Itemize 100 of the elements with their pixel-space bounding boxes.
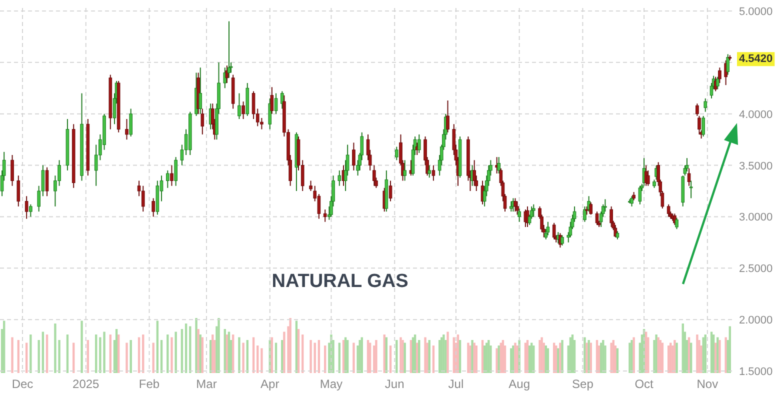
bar [86, 340, 90, 373]
bar [17, 340, 20, 373]
candlestick [638, 185, 642, 205]
candlestick [432, 164, 436, 182]
bar [704, 334, 706, 373]
bar [712, 334, 715, 373]
bar [66, 334, 69, 373]
bar [25, 342, 28, 373]
bar [130, 340, 132, 373]
candlestick [610, 206, 613, 228]
bar [473, 342, 476, 373]
bar [270, 337, 274, 373]
candlestick [417, 134, 421, 154]
x-tick-label: May [320, 377, 343, 391]
bar [396, 340, 398, 373]
bar [458, 340, 462, 373]
bar [402, 340, 404, 373]
bar [404, 342, 406, 373]
candlestick [702, 115, 705, 137]
annotation: NATURAL GAS [272, 271, 408, 292]
bar [571, 334, 574, 373]
candlestick [338, 170, 342, 186]
x-tick-label: Aug [508, 377, 530, 391]
candlestick [242, 101, 245, 120]
candlestick [509, 200, 513, 212]
candlestick [666, 204, 670, 218]
candlestick [604, 198, 607, 212]
bar [297, 329, 300, 373]
candlestick [388, 180, 392, 202]
bar [496, 348, 498, 373]
bar [46, 334, 48, 373]
bar [718, 340, 721, 373]
bar [260, 348, 263, 373]
x-tick-label: Mar [196, 377, 217, 391]
candlestick [260, 117, 264, 130]
bar [11, 337, 14, 373]
bar [724, 337, 727, 373]
bar [180, 329, 184, 373]
candlestick [152, 198, 155, 218]
bar [318, 340, 320, 373]
candlestick [238, 92, 241, 120]
bar [2, 320, 6, 373]
bar [481, 340, 484, 373]
bar [256, 346, 259, 373]
bar [502, 340, 504, 373]
bar [588, 340, 590, 373]
candlestick [687, 168, 691, 186]
bar [375, 340, 378, 373]
candlestick [696, 103, 699, 116]
candlestick [166, 170, 170, 188]
candlestick [560, 234, 564, 246]
bar [360, 337, 363, 373]
candlestick [141, 185, 145, 212]
bar [346, 340, 349, 373]
candlestick [446, 100, 450, 133]
bar [442, 334, 445, 373]
candlestick [372, 164, 376, 186]
bar [238, 337, 240, 373]
candlestick [675, 217, 678, 230]
bar [682, 324, 684, 373]
bar [467, 342, 470, 373]
bar [366, 340, 370, 373]
bar [655, 334, 658, 373]
bar [471, 340, 474, 373]
candlestick [552, 222, 556, 240]
y-tick-label: 3.5000 [739, 160, 773, 172]
bar [446, 332, 449, 373]
bar [438, 340, 441, 373]
bar [516, 346, 518, 373]
bar [352, 342, 355, 373]
bar [696, 334, 698, 373]
bar [109, 334, 112, 373]
x-tick-label: Jul [448, 377, 464, 391]
candlestick [394, 146, 398, 161]
bar [289, 318, 292, 373]
bar [612, 340, 614, 373]
bar [54, 324, 56, 373]
x-tick-label: Oct [634, 377, 654, 391]
bar [610, 342, 612, 373]
bar [38, 340, 40, 373]
bar [310, 340, 312, 373]
candlestick [614, 224, 618, 238]
bar [368, 342, 372, 373]
candlestick [698, 115, 701, 135]
candlestick [516, 200, 519, 216]
bar [201, 337, 204, 373]
bar [690, 342, 692, 373]
candlestick [274, 92, 278, 114]
bar [540, 337, 543, 373]
bar [528, 346, 531, 373]
y-tick-label: 3.0000 [739, 212, 773, 224]
bar [117, 334, 120, 373]
bar [424, 337, 426, 373]
bar [600, 342, 602, 373]
bar [418, 340, 420, 373]
bar [432, 346, 435, 373]
candlestick [718, 67, 722, 84]
bar [514, 342, 516, 373]
candlestick [227, 20, 231, 78]
y-tick-label: 1.5000 [739, 366, 773, 378]
